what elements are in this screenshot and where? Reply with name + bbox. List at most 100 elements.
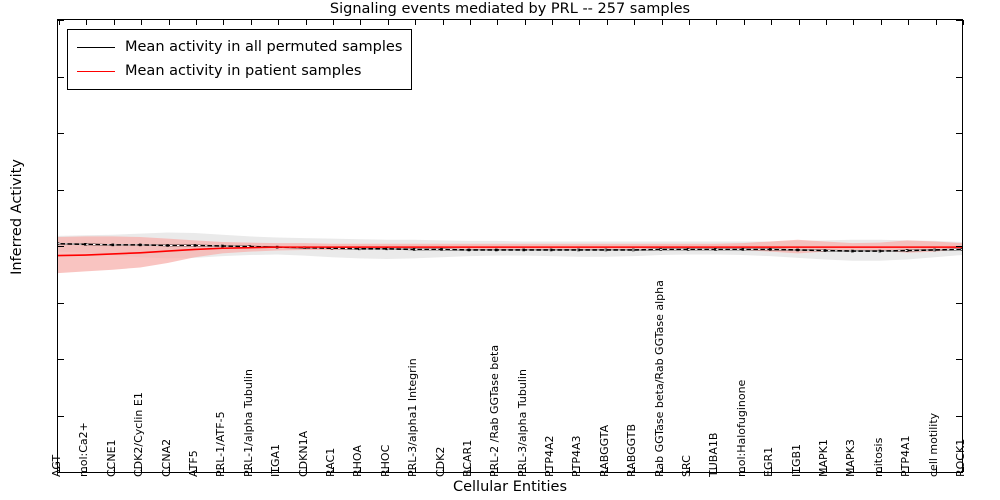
x-tick-label: PRL-1/alpha Tubulin (241, 369, 255, 477)
x-tick-mark (771, 467, 773, 472)
x-tick-mark (442, 20, 444, 25)
x-tick-mark (387, 467, 389, 472)
x-tick-mark (963, 467, 964, 472)
x-tick-mark (168, 20, 170, 25)
x-tick-mark (250, 20, 252, 25)
x-tick-mark (59, 20, 60, 25)
x-tick-mark (579, 467, 581, 472)
x-tick-mark (963, 20, 964, 25)
x-tick-mark (798, 20, 800, 25)
x-tick-mark (661, 467, 663, 472)
x-tick-label: PRL-1/ATF-5 (214, 411, 228, 477)
y-tick-mark (58, 20, 64, 21)
x-tick-mark (880, 20, 882, 25)
x-tick-mark (716, 467, 718, 472)
x-tick-mark (415, 20, 417, 25)
chart-legend: Mean activity in all permuted samples Me… (67, 29, 413, 90)
x-tick-mark (278, 20, 280, 25)
legend-item-patient: Mean activity in patient samples (77, 59, 402, 83)
x-tick-label: PTP4A3 (570, 435, 584, 477)
y-tick-mark (58, 246, 64, 247)
x-tick-mark (716, 20, 718, 25)
x-tick-label: ATF5 (186, 450, 200, 477)
x-tick-label: MAPK1 (817, 439, 831, 477)
series-line-patient (58, 246, 962, 257)
y-tick-mark (58, 133, 64, 134)
x-tick-mark (442, 467, 444, 472)
chart-title: Signaling events mediated by PRL -- 257 … (329, 1, 691, 17)
x-tick-label: RABGGTA (597, 424, 611, 477)
series-marker (385, 247, 389, 251)
x-tick-mark (415, 467, 417, 472)
x-tick-mark (278, 467, 280, 472)
x-tick-mark (743, 467, 745, 472)
x-tick-mark (469, 20, 471, 25)
y-tick-mark (956, 302, 962, 304)
x-tick-label: CDK2 (433, 446, 447, 477)
series-marker (522, 248, 525, 252)
plot-area (57, 19, 964, 473)
x-tick-label: AGT (50, 454, 63, 477)
legend-item-permuted: Mean activity in all permuted samples (77, 35, 402, 59)
x-tick-label: RHOA (351, 445, 365, 477)
x-tick-mark (634, 467, 636, 472)
x-tick-label: EGR1 (762, 446, 776, 477)
x-tick-mark (935, 467, 937, 472)
y-tick-mark (58, 302, 64, 304)
y-tick-mark (956, 20, 962, 21)
x-tick-mark (552, 20, 554, 25)
series-marker (193, 244, 197, 247)
x-tick-mark (250, 467, 252, 472)
series-marker (248, 245, 252, 248)
series-marker (84, 243, 87, 246)
x-tick-label: BCAR1 (460, 439, 474, 477)
y-tick-mark (58, 472, 64, 473)
series-marker (741, 248, 745, 251)
x-tick-mark (113, 467, 115, 472)
x-tick-mark (853, 467, 855, 472)
y-tick-mark (58, 415, 64, 417)
x-tick-label: PRL-2 /Rab GGTase beta (488, 344, 502, 477)
x-tick-label: PTP4A1 (899, 435, 913, 477)
x-tick-label: CCNE1 (104, 439, 118, 477)
x-tick-mark (826, 467, 828, 472)
x-tick-label: RABGGTB (625, 424, 639, 477)
series-canvas (58, 232, 962, 274)
x-tick-label: RAC1 (323, 447, 337, 477)
x-tick-mark (552, 467, 554, 472)
x-tick-mark (141, 20, 143, 25)
series-marker (577, 248, 580, 252)
x-tick-label: CDK2/Cyclin E1 (132, 392, 146, 477)
x-tick-mark (771, 20, 773, 25)
x-tick-mark (113, 20, 115, 25)
x-tick-mark (634, 20, 636, 25)
x-tick-label: cell motility (926, 412, 940, 477)
x-tick-label: mol:Halofuginone (734, 379, 748, 477)
x-tick-mark (524, 20, 526, 25)
y-tick-mark (956, 246, 962, 247)
series-marker (166, 244, 169, 247)
x-tick-mark (387, 20, 389, 25)
confidence-band-patient (58, 236, 962, 274)
x-tick-mark (743, 20, 745, 25)
y-tick-mark (956, 133, 962, 134)
x-tick-mark (360, 467, 362, 472)
x-tick-label: Rab GGTase beta/Rab GGTase alpha (652, 280, 666, 477)
y-tick-mark (58, 76, 64, 78)
x-tick-mark (305, 467, 307, 472)
x-tick-label: TUBA1B (707, 432, 721, 477)
x-tick-label: ITGB1 (789, 443, 803, 477)
legend-label-permuted: Mean activity in all permuted samples (125, 39, 403, 55)
y-tick-mark (58, 359, 64, 360)
x-tick-label: PRL-3/alpha1 Integrin (406, 358, 420, 477)
x-tick-mark (469, 467, 471, 472)
series-marker (412, 248, 416, 251)
x-tick-label: PTP4A2 (543, 435, 557, 477)
x-tick-mark (305, 20, 307, 25)
x-tick-mark (86, 467, 88, 472)
x-tick-mark (223, 20, 225, 25)
x-tick-mark (195, 20, 197, 25)
x-tick-mark (360, 20, 362, 25)
y-tick-mark (58, 189, 64, 191)
x-tick-mark (908, 20, 910, 25)
